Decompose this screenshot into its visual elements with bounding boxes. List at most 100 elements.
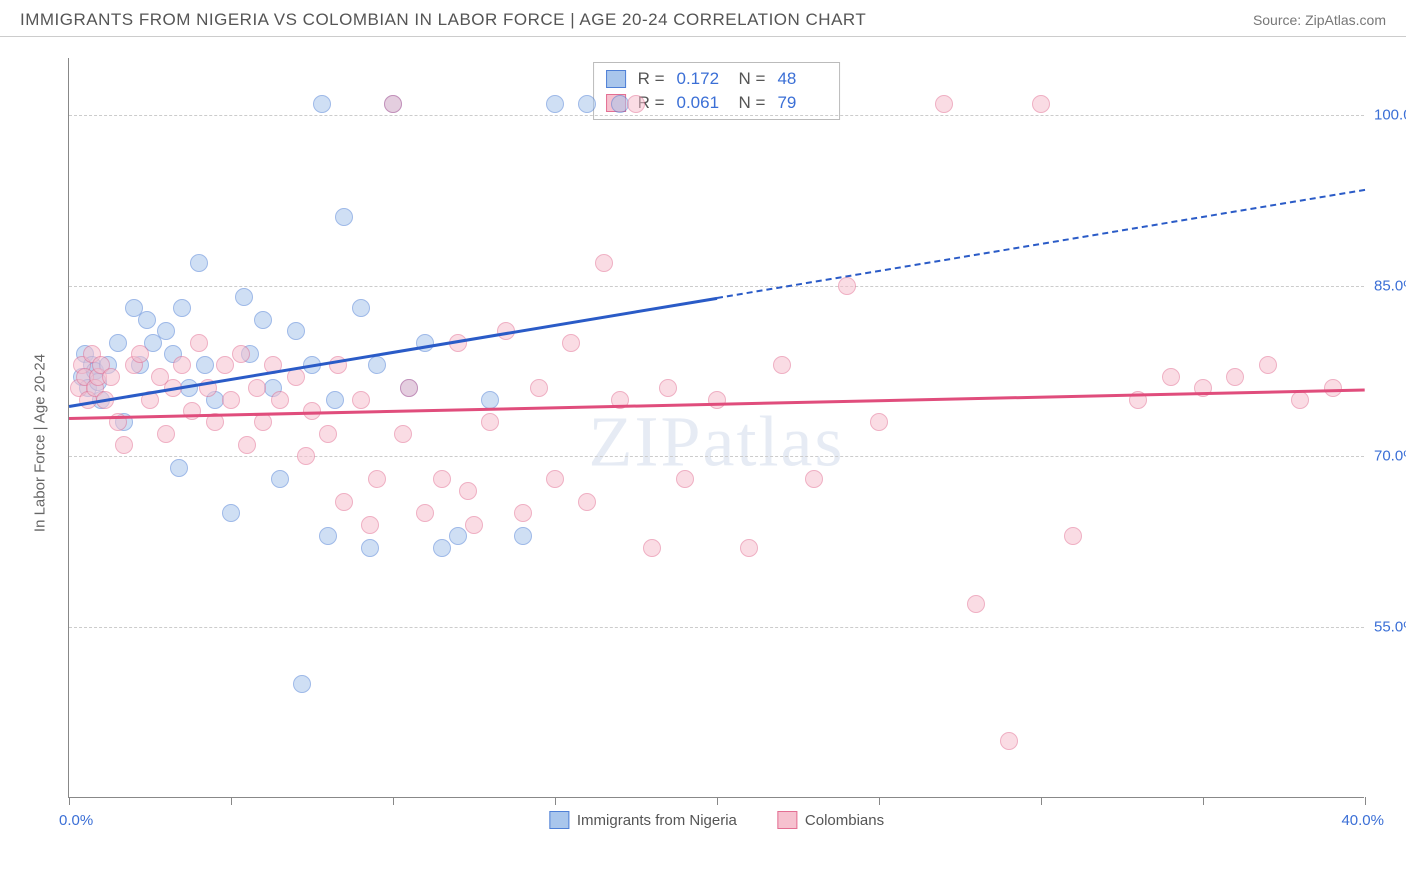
scatter-point xyxy=(368,470,386,488)
scatter-point xyxy=(173,356,191,374)
y-axis-label: In Labor Force | Age 20-24 xyxy=(32,354,49,532)
scatter-point xyxy=(676,470,694,488)
scatter-point xyxy=(578,95,596,113)
scatter-point xyxy=(293,675,311,693)
scatter-point xyxy=(319,425,337,443)
scatter-point xyxy=(870,413,888,431)
scatter-point xyxy=(459,482,477,500)
scatter-point xyxy=(173,299,191,317)
scatter-point xyxy=(352,391,370,409)
plot-region: ZIPatlas R =0.172N =48R =0.061N =79 Immi… xyxy=(68,58,1364,798)
scatter-point xyxy=(773,356,791,374)
scatter-point xyxy=(368,356,386,374)
scatter-point xyxy=(595,254,613,272)
scatter-point xyxy=(352,299,370,317)
x-tick xyxy=(555,797,556,805)
scatter-point xyxy=(138,311,156,329)
scatter-point xyxy=(1064,527,1082,545)
stat-label: N = xyxy=(739,93,766,113)
gridline xyxy=(69,456,1364,457)
scatter-point xyxy=(481,413,499,431)
scatter-point xyxy=(335,493,353,511)
stats-legend-box: R = 0.172 N = 48R = 0.061 N = 79 xyxy=(593,62,841,120)
scatter-point xyxy=(109,334,127,352)
scatter-point xyxy=(196,356,214,374)
gridline xyxy=(69,627,1364,628)
scatter-point xyxy=(235,288,253,306)
scatter-point xyxy=(465,516,483,534)
scatter-point xyxy=(578,493,596,511)
y-tick-label: 55.0% xyxy=(1374,619,1406,636)
scatter-point xyxy=(481,391,499,409)
scatter-point xyxy=(643,539,661,557)
scatter-point xyxy=(659,379,677,397)
scatter-point xyxy=(967,595,985,613)
scatter-point xyxy=(131,345,149,363)
stat-label: R = xyxy=(638,69,665,89)
x-tick xyxy=(1365,797,1366,805)
scatter-point xyxy=(394,425,412,443)
gridline xyxy=(69,115,1364,116)
scatter-point xyxy=(183,402,201,420)
scatter-point xyxy=(271,391,289,409)
stat-value: 0.172 xyxy=(677,69,727,89)
stat-value: 79 xyxy=(777,93,827,113)
scatter-point xyxy=(530,379,548,397)
scatter-point xyxy=(216,356,234,374)
scatter-point xyxy=(546,95,564,113)
scatter-point xyxy=(361,516,379,534)
legend-label: Colombians xyxy=(805,812,884,829)
scatter-point xyxy=(708,391,726,409)
scatter-point xyxy=(416,504,434,522)
scatter-point xyxy=(433,470,451,488)
scatter-point xyxy=(838,277,856,295)
stat-value: 0.061 xyxy=(677,93,727,113)
scatter-point xyxy=(433,539,451,557)
stat-label: N = xyxy=(739,69,766,89)
scatter-point xyxy=(190,334,208,352)
watermark: ZIPatlas xyxy=(589,401,845,484)
stats-row: R = 0.172 N = 48 xyxy=(602,67,832,91)
scatter-point xyxy=(254,311,272,329)
x-tick xyxy=(231,797,232,805)
scatter-point xyxy=(157,322,175,340)
scatter-point xyxy=(805,470,823,488)
scatter-point xyxy=(170,459,188,477)
x-tick xyxy=(1041,797,1042,805)
y-tick-label: 85.0% xyxy=(1374,277,1406,294)
scatter-point xyxy=(740,539,758,557)
x-tick xyxy=(69,797,70,805)
scatter-point xyxy=(222,504,240,522)
chart-area: In Labor Force | Age 20-24 ZIPatlas R =0… xyxy=(48,58,1388,828)
scatter-point xyxy=(384,95,402,113)
scatter-point xyxy=(271,470,289,488)
scatter-point xyxy=(297,447,315,465)
scatter-point xyxy=(326,391,344,409)
y-tick-label: 100.0% xyxy=(1374,106,1406,123)
scatter-point xyxy=(313,95,331,113)
legend-item: Colombians xyxy=(777,811,884,829)
scatter-point xyxy=(514,527,532,545)
x-tick-label: 0.0% xyxy=(59,812,93,829)
scatter-point xyxy=(514,504,532,522)
stat-value: 48 xyxy=(777,69,827,89)
scatter-point xyxy=(1226,368,1244,386)
scatter-point xyxy=(935,95,953,113)
legend-item: Immigrants from Nigeria xyxy=(549,811,737,829)
legend-swatch xyxy=(549,811,569,829)
scatter-point xyxy=(1162,368,1180,386)
x-tick xyxy=(879,797,880,805)
x-tick xyxy=(717,797,718,805)
x-tick-label: 40.0% xyxy=(1341,812,1384,829)
scatter-point xyxy=(562,334,580,352)
scatter-point xyxy=(1032,95,1050,113)
scatter-point xyxy=(157,425,175,443)
legend-swatch xyxy=(606,70,626,88)
scatter-point xyxy=(102,368,120,386)
scatter-point xyxy=(1000,732,1018,750)
scatter-point xyxy=(1291,391,1309,409)
gridline xyxy=(69,286,1364,287)
scatter-point xyxy=(222,391,240,409)
scatter-point xyxy=(319,527,337,545)
scatter-point xyxy=(232,345,250,363)
